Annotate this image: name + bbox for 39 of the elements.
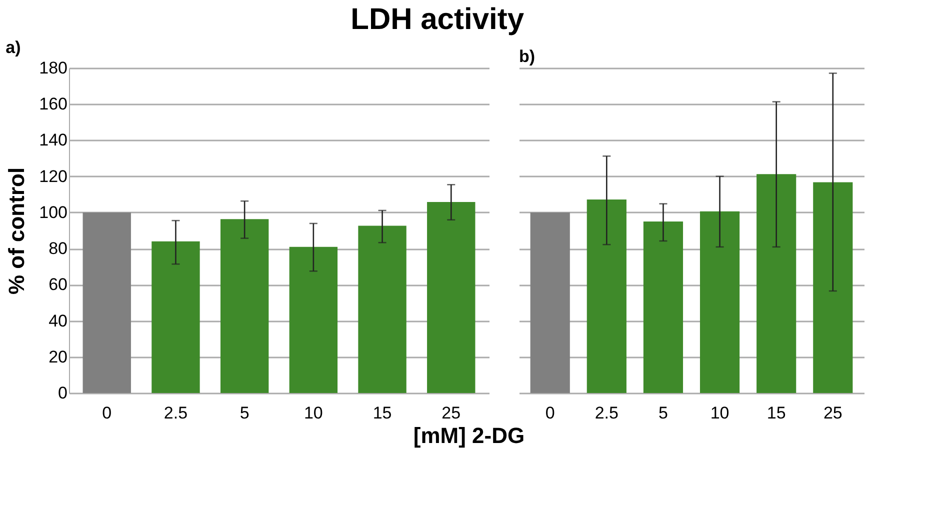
y-tick-label: 100 — [39, 202, 68, 222]
x-tick-label: 5 — [658, 404, 668, 422]
x-tick-label: 0 — [102, 404, 112, 422]
x-tick-label: 0 — [545, 404, 555, 422]
bar — [813, 182, 853, 393]
bar — [220, 219, 269, 393]
bar — [82, 212, 131, 393]
bar — [427, 202, 476, 393]
bar — [530, 212, 570, 393]
y-tick-label: 20 — [48, 347, 68, 366]
x-tick-label: 15 — [766, 404, 786, 422]
y-tick-label: 40 — [48, 311, 68, 330]
bar — [756, 174, 796, 393]
y-tick-label: 0 — [58, 384, 68, 402]
y-tick-label: 60 — [48, 275, 68, 294]
x-tick-label: 2.5 — [594, 404, 618, 422]
y-tick-label: 180 — [39, 58, 68, 78]
y-axis-title: % of control — [4, 167, 30, 295]
x-tick-label: 10 — [304, 404, 323, 422]
text: a) — [6, 38, 21, 57]
chart-title: LDH activity — [350, 3, 524, 36]
bar — [289, 246, 338, 393]
y-tick-label: 80 — [48, 239, 68, 258]
text: b) — [519, 47, 536, 66]
x-axis-title: [mM] 2-DG — [413, 423, 525, 448]
bar — [700, 211, 740, 393]
x-tick-label: 25 — [823, 404, 842, 422]
bar — [643, 221, 684, 393]
y-tick-label: 160 — [39, 94, 68, 114]
bar — [152, 241, 200, 393]
x-tick-label: 2.5 — [164, 404, 188, 422]
x-tick-label: 15 — [372, 404, 392, 422]
x-tick-label: 5 — [240, 404, 250, 422]
x-tick-label: 25 — [442, 404, 461, 422]
y-tick-label: 140 — [39, 130, 68, 150]
bar — [358, 226, 406, 393]
bar — [586, 199, 626, 393]
y-tick-label: 120 — [39, 166, 68, 186]
x-tick-label: 10 — [710, 404, 730, 422]
